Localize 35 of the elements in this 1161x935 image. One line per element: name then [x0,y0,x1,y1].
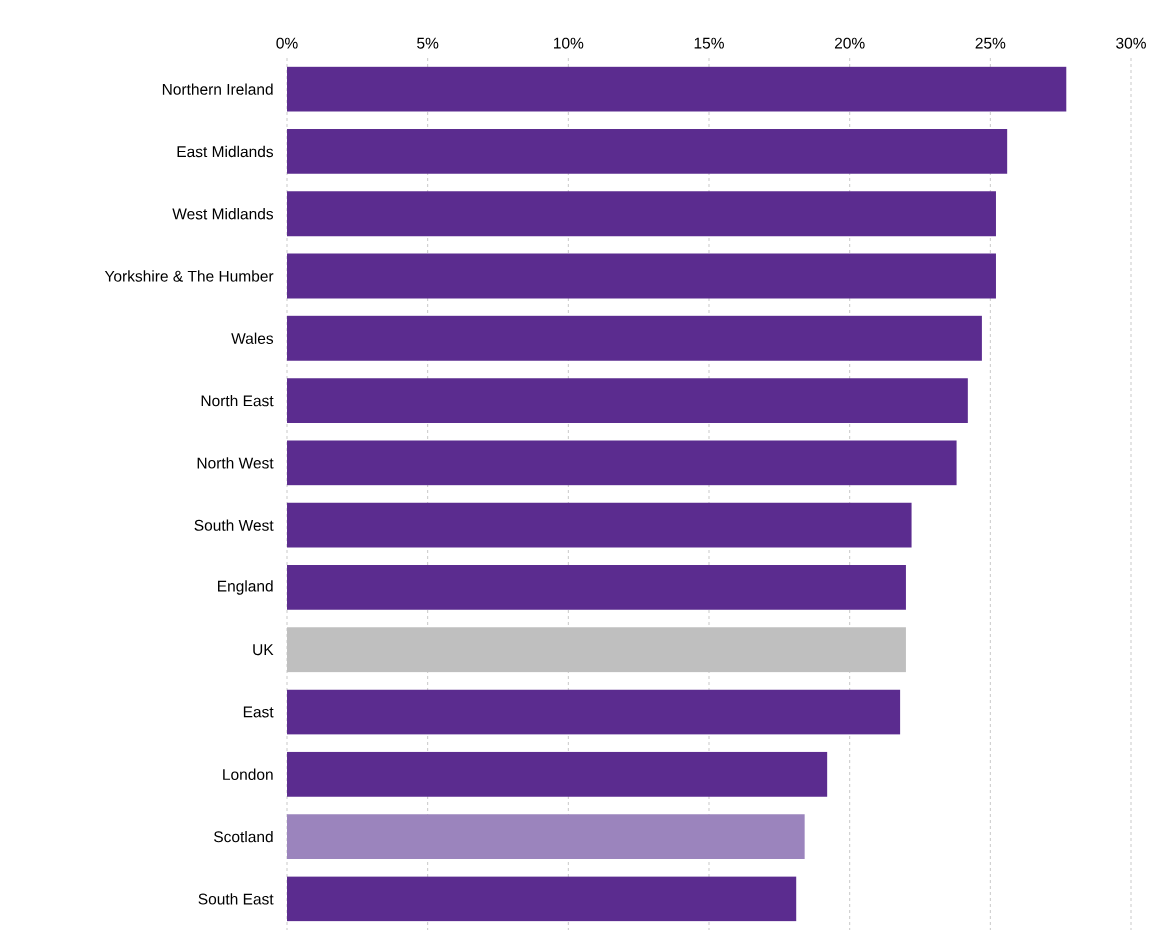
bar [287,689,901,735]
bar [287,814,805,859]
y-tick-label: East Midlands [177,145,274,158]
y-tick-label: East [243,706,274,718]
y-tick-label: West Midlands [172,208,274,220]
x-tick-label: 25% [975,37,1006,49]
bar [287,66,1067,112]
bar [287,627,906,673]
x-tick-label: 10% [554,37,584,49]
bar [287,565,906,610]
y-tick-label: Scotland [214,830,273,843]
y-tick-label: Yorkshire & The Humber [104,270,274,282]
y-tick-label: Northern Ireland [162,83,273,95]
x-tick-label: 0% [276,37,298,49]
bar [287,440,957,486]
y-tick-label: UK [253,644,274,656]
y-tick-label: North West [197,457,274,469]
bar [287,502,912,548]
x-tick-label: 15% [694,37,724,49]
bar [287,129,1008,174]
bar [287,378,968,423]
x-tick-label: 5% [417,37,439,49]
x-tick-label: 30% [1116,37,1146,49]
bar [287,191,996,237]
x-tick-label: 20% [834,37,865,49]
y-tick-label: London [223,768,273,780]
bar [287,253,996,299]
bar [287,876,797,922]
bar [287,751,828,797]
y-tick-label: South West [194,519,274,531]
y-tick-label: England [218,580,273,595]
y-tick-label: North East [201,394,274,407]
y-tick-label: Wales [231,332,274,344]
bar [287,315,982,361]
y-tick-label: South East [198,893,274,905]
